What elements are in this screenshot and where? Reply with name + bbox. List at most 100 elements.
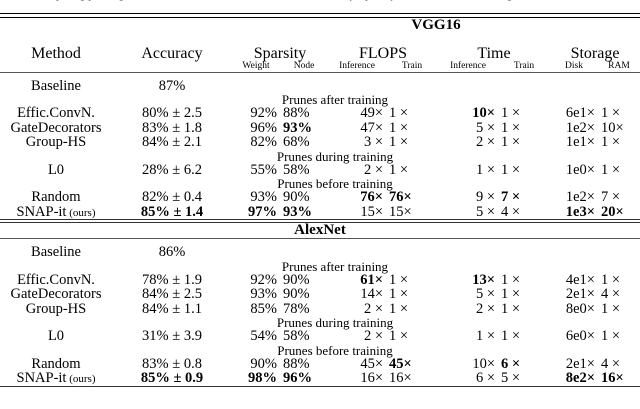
- cell-storage-ram-text: 1 ×: [601, 328, 621, 344]
- cell-storage-ram: 1 ×: [598, 135, 640, 150]
- cell-flops-inference: 2 ×: [328, 300, 386, 317]
- cell-storage-ram-text: 10×: [601, 119, 624, 136]
- cell-sparsity-node-text: 88%: [283, 355, 310, 372]
- section-title-alexnet-text: AlexNet: [294, 222, 346, 238]
- cell-flops-train-text: 1 ×: [389, 271, 409, 288]
- cell-time-train: 1 ×: [498, 135, 550, 150]
- cell-flops-train: 76×: [386, 190, 438, 205]
- clipped-caption-text: Table comparing pruning methods on VGG16…: [8, 0, 632, 1]
- cell-sparsity-weight-text: 82%: [250, 134, 277, 150]
- cell-time-inference-text: 10×: [472, 105, 495, 121]
- cell-flops-inference: 2 ×: [328, 329, 386, 344]
- cell-time-train: 1 ×: [498, 119, 550, 136]
- cell-sparsity-weight-text: 93%: [250, 189, 277, 205]
- cell-flops-train-text: 15×: [389, 203, 412, 220]
- cell-accuracy-text: 84% ± 2.1: [142, 134, 202, 150]
- cell-sparsity-node: 88%: [280, 106, 328, 121]
- cell-method: Baseline: [0, 77, 112, 94]
- cell-time-train-text: 1 ×: [501, 300, 521, 317]
- cell-flops-inference-text: 2 ×: [363, 161, 383, 178]
- cell-flops-inference-text: 15×: [360, 203, 383, 220]
- cell-sparsity-weight-text: 85%: [250, 300, 277, 317]
- table-row: SNAP-it (ours) 85% ± 1.4 97% 93% 15× 15× 5 × 4 …: [0, 203, 640, 220]
- cell-storage-ram: 10×: [598, 119, 640, 136]
- cell-storage-disk-text: 4e1×: [565, 271, 595, 288]
- cell-sparsity-weight-text: 54%: [250, 328, 277, 344]
- table-row: L0 28% ± 6.2 55% 58% 2 × 1 × 1 × 1 × 1e0× 1 ×: [0, 161, 640, 178]
- cell-flops-inference-text: 14×: [360, 286, 383, 302]
- cell-sparsity-weight: 93%: [232, 190, 280, 205]
- cell-time-train-text: 1 ×: [501, 271, 521, 288]
- cell-storage-ram: 20×: [598, 204, 640, 220]
- clipped-caption-strip: Table comparing pruning methods on VGG16…: [0, 0, 640, 13]
- cell-method: SNAP-it (ours): [0, 371, 112, 386]
- header-storage: Storage: [550, 33, 640, 62]
- results-table: VGG16 Method Accuracy Sparsity FLOPS Time Stor…: [0, 13, 640, 388]
- method-name: SNAP-it: [16, 203, 67, 220]
- cell-sparsity-node-text: 58%: [283, 328, 310, 344]
- cell-time-inference: 5 ×: [438, 204, 498, 220]
- cell-storage-disk-text: 8e0×: [565, 300, 595, 317]
- phase-label-row: Prunes during training: [0, 150, 640, 163]
- cell-method: Random: [0, 355, 112, 372]
- cell-sparsity-node: 96%: [280, 371, 328, 386]
- cell-flops-train: 1 ×: [386, 135, 438, 150]
- cell-flops-inference-text: 16×: [360, 370, 383, 386]
- cell-sparsity-node: 58%: [280, 162, 328, 178]
- cell-time-inference: 1 ×: [438, 162, 498, 178]
- cell-sparsity-weight: 92%: [232, 106, 280, 121]
- cell-time-inference-text: 9 ×: [475, 189, 495, 205]
- cell-sparsity-node-text: 90%: [283, 189, 310, 205]
- method-name: Random: [31, 355, 81, 372]
- cell-storage-ram-text: 1 ×: [601, 134, 621, 150]
- cell-sparsity-weight-text: 93%: [250, 286, 277, 302]
- cell-flops-inference: 45×: [328, 355, 386, 372]
- header-accuracy: Accuracy: [112, 33, 232, 72]
- phase-label-after: Prunes after training: [232, 93, 438, 106]
- rule-below-header: [0, 71, 640, 74]
- section-title-alexnet: AlexNet: [0, 223, 640, 239]
- cell-accuracy-text: 85% ± 1.4: [140, 203, 204, 220]
- cell-time-inference-text: 2 ×: [475, 300, 495, 317]
- method-name: Group-HS: [25, 300, 87, 317]
- subheader-time-inference: Inference: [438, 61, 498, 72]
- cell-storage-ram: 1 ×: [598, 162, 640, 178]
- results-table-container: VGG16 Method Accuracy Sparsity FLOPS Time Stor…: [0, 13, 640, 388]
- cell-flops-inference-text: 2 ×: [363, 300, 383, 317]
- cell-storage-disk-text: 6e0×: [565, 328, 595, 344]
- cell-storage-disk: 2e1×: [550, 287, 598, 302]
- cell-storage-disk: 8e0×: [550, 300, 598, 317]
- section-title-row: VGG16: [0, 18, 640, 34]
- subheader-flops-train: Train: [386, 61, 438, 72]
- cell-time-train-text: 1 ×: [501, 119, 521, 136]
- cell-storage-ram: 1 ×: [598, 301, 640, 317]
- cell-storage-disk: 8e2×: [550, 371, 598, 386]
- cell-time-train-text: 4 ×: [501, 203, 521, 220]
- cell-sparsity-node-text: 96%: [283, 370, 312, 386]
- cell-accuracy: 86%: [112, 245, 232, 260]
- phase-label-after-text: Prunes after training: [281, 92, 389, 107]
- header-sparsity-text: Sparsity: [253, 45, 307, 62]
- phase-label-row: Prunes before training: [0, 344, 640, 357]
- cell-time-train-text: 5 ×: [501, 370, 521, 386]
- subheader-sparsity-weight: Weight: [232, 61, 280, 72]
- cell-method: GateDecorators: [0, 120, 112, 136]
- cell-flops-inference-text: 45×: [360, 355, 383, 372]
- cell-flops-train: 15×: [386, 203, 438, 220]
- subheader-storage-ram-text: RAM: [608, 61, 630, 71]
- cell-sparsity-weight-text: 97%: [248, 203, 277, 220]
- cell-storage-disk-text: 1e2×: [565, 189, 595, 205]
- cell-storage-ram-text: 1 ×: [601, 105, 621, 121]
- cell-method: Effic.ConvN.: [0, 106, 112, 121]
- header-storage-text: Storage: [570, 45, 620, 62]
- cell-time-train: 1 ×: [498, 287, 550, 302]
- phase-label-during: Prunes during training: [232, 316, 438, 329]
- cell-method: Random: [0, 190, 112, 205]
- cell-method-text: Baseline: [31, 77, 81, 94]
- phase-label-row: Prunes after training: [0, 260, 640, 273]
- cell-accuracy-text: 80% ± 2.5: [142, 105, 202, 121]
- cell-sparsity-weight-text: 90%: [250, 355, 277, 372]
- cell-time-inference-text: 5 ×: [475, 286, 495, 302]
- cell-time-train-text: 7 ×: [501, 189, 521, 205]
- phase-label-before-text: Prunes before training: [277, 342, 393, 358]
